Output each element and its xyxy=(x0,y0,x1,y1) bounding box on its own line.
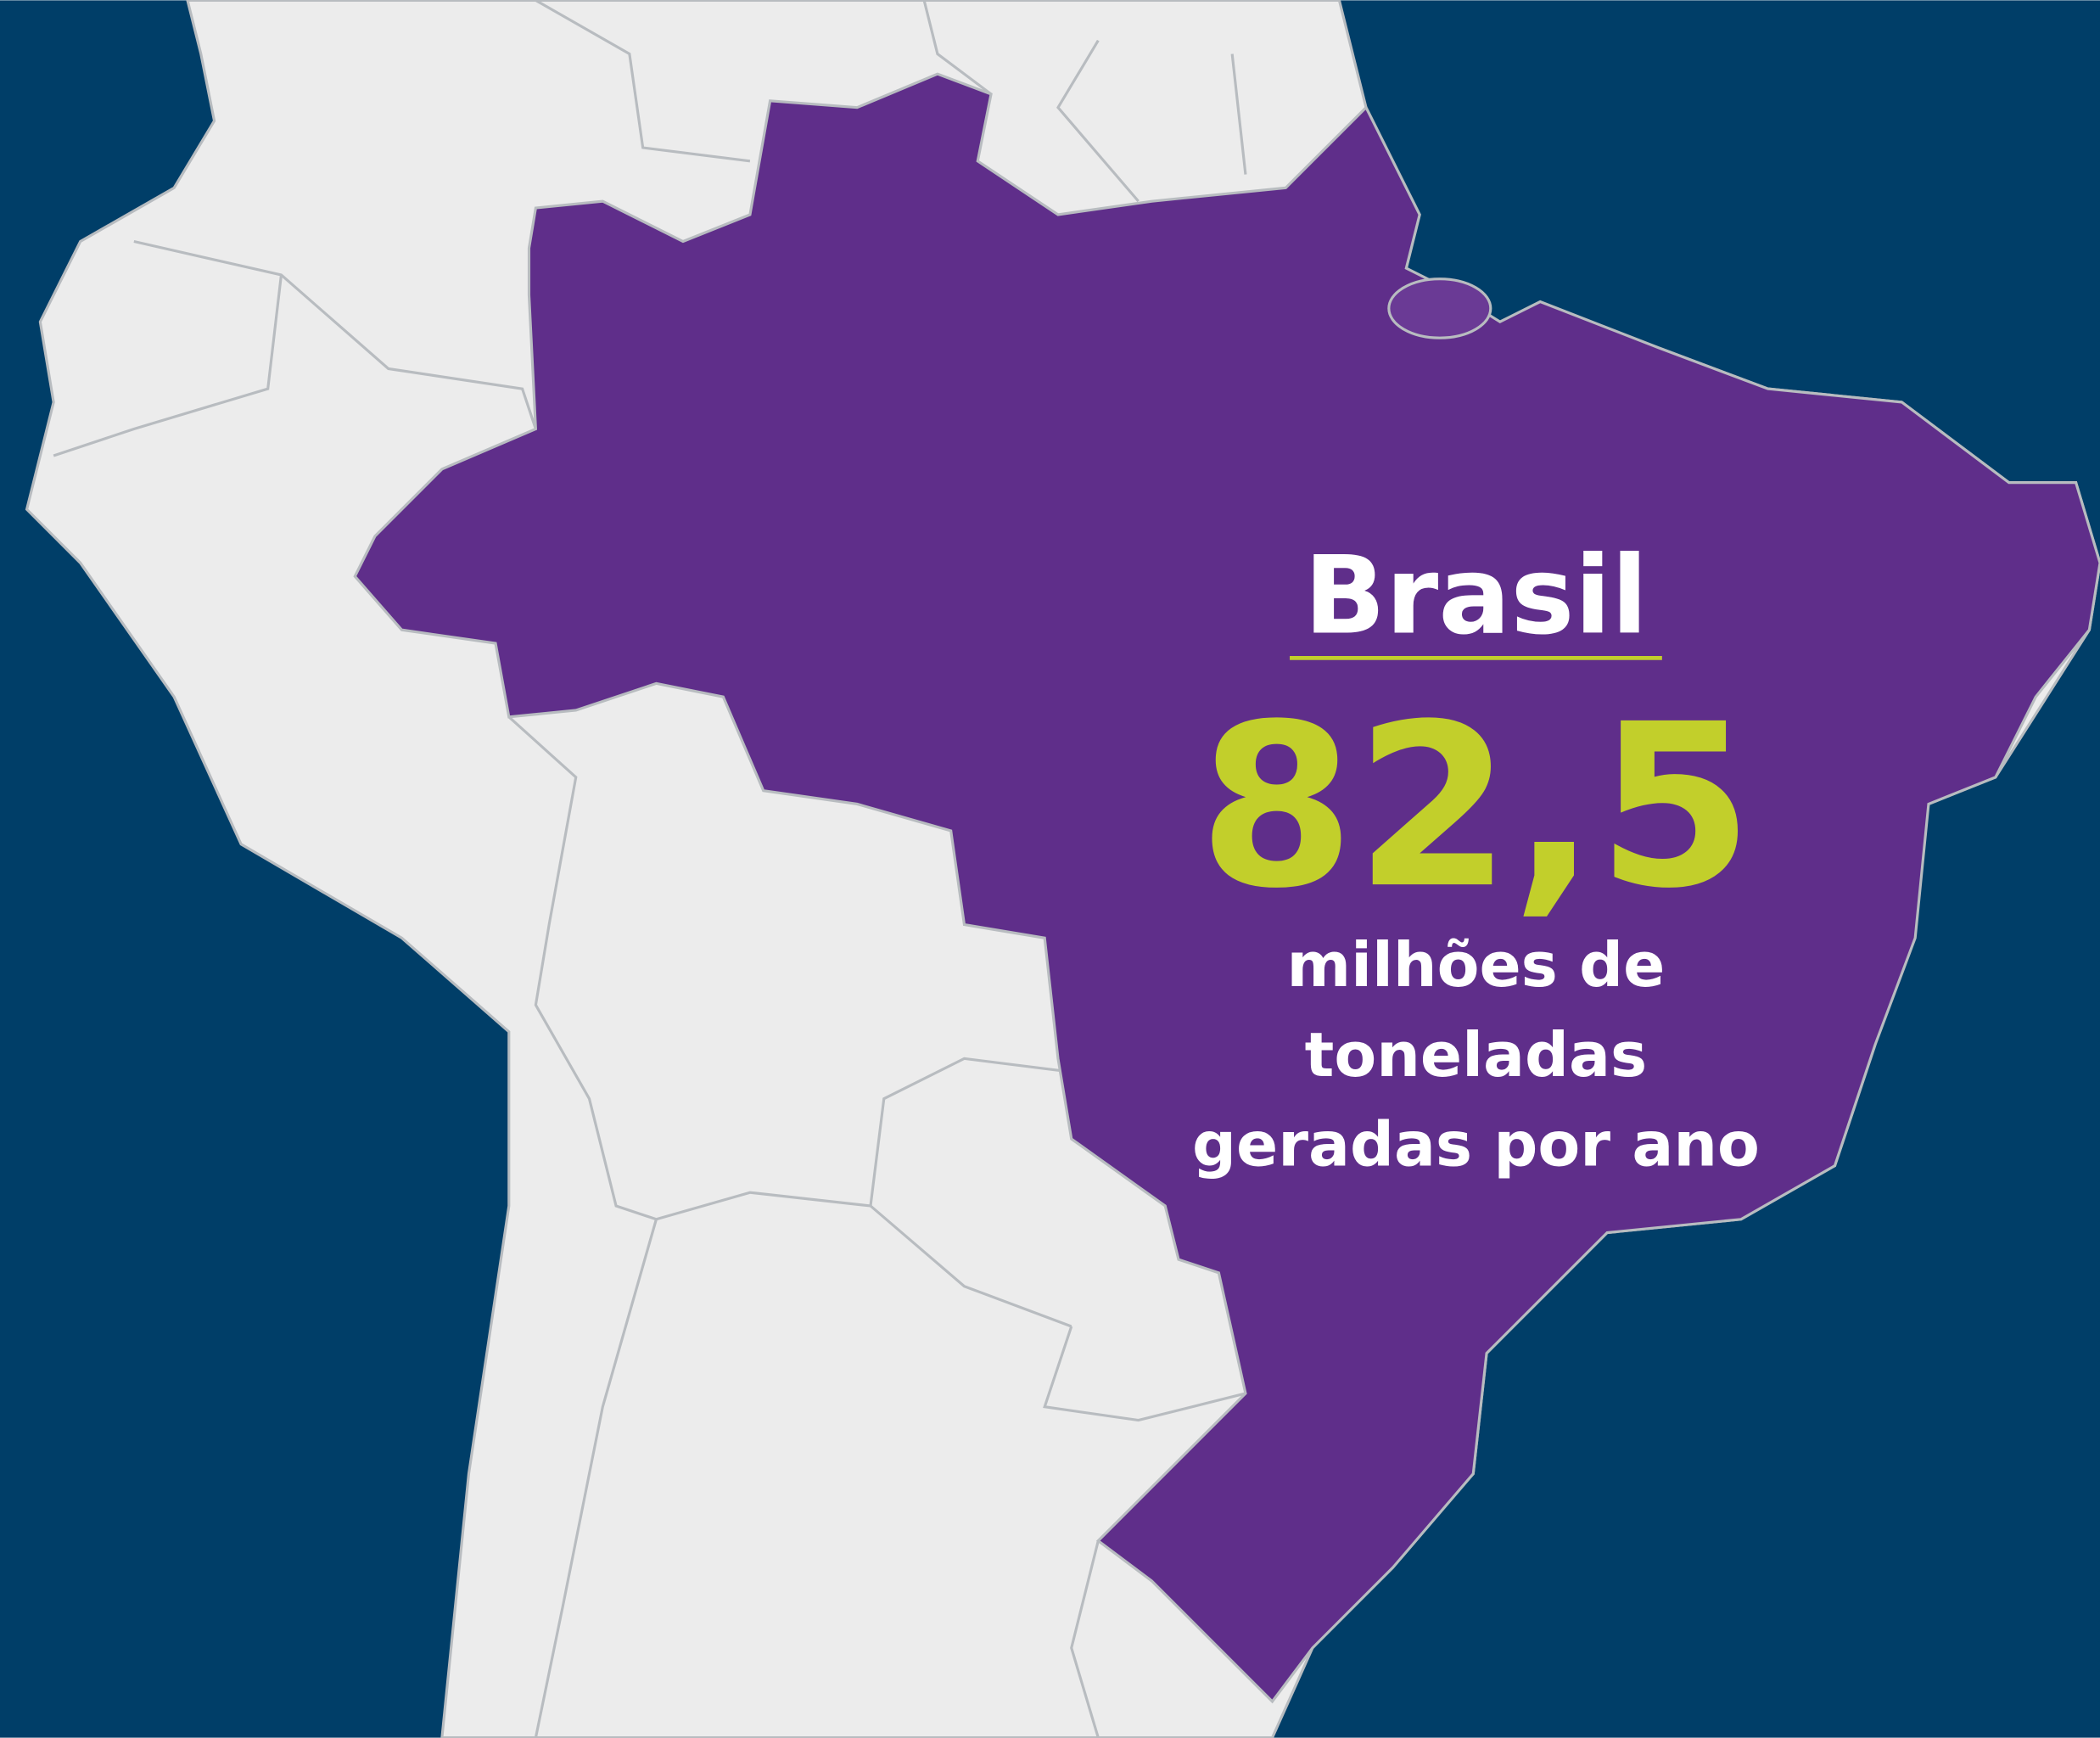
title: Brasil xyxy=(1304,533,1648,658)
figure: 82,5 xyxy=(1198,676,1753,938)
island xyxy=(1389,279,1491,338)
caption-line: milhões de xyxy=(1286,930,1665,1001)
caption-line: toneladas xyxy=(1305,1020,1648,1091)
caption-line: geradas por ano xyxy=(1192,1110,1760,1181)
map: Brasil 82,5 milhões de toneladas geradas… xyxy=(0,0,2100,1738)
